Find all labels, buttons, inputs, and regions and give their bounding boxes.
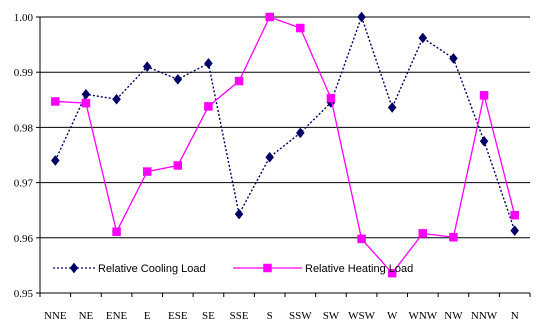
x-tick-label: SE: [202, 310, 215, 322]
data-point: [418, 32, 428, 44]
legend-swatch-marker: [69, 262, 79, 274]
y-tick-label: 0.97: [14, 178, 34, 190]
data-point: [296, 23, 305, 33]
data-point: [449, 232, 458, 242]
axes: [36, 16, 531, 297]
data-point: [204, 57, 213, 69]
x-tick-label: E: [144, 310, 151, 322]
data-point: [387, 268, 397, 278]
x-tick-label: W: [387, 310, 398, 322]
data-point: [173, 73, 183, 85]
x-tick-label: SSE: [230, 310, 249, 322]
x-tick-label: WNW: [408, 310, 437, 322]
data-point: [479, 91, 489, 100]
x-tick-label: NW: [444, 310, 463, 322]
data-point: [357, 11, 366, 23]
grid-lines: [40, 16, 530, 239]
legend-item: Relative Heating Load: [233, 263, 413, 275]
series-heating: [51, 12, 519, 278]
series-line: [54, 14, 516, 231]
data-point: [112, 93, 121, 105]
legend-item: Relative Cooling Load: [53, 262, 206, 275]
x-tick-label: NNE: [44, 310, 67, 322]
data-point: [326, 93, 336, 103]
data-point: [173, 161, 183, 170]
data-point: [357, 234, 366, 244]
data-point: [112, 227, 121, 236]
legend: Relative Cooling Load Relative Heating Lo…: [53, 262, 413, 275]
legend-label: Relative Heating Load: [305, 263, 413, 275]
data-point: [142, 167, 152, 176]
data-point: [81, 88, 91, 100]
x-tick-label: NE: [79, 310, 94, 322]
data-point: [265, 12, 274, 22]
x-tick-label: SW: [323, 310, 340, 322]
x-tick-label: N: [511, 310, 519, 322]
data-point: [265, 151, 275, 163]
data-point: [50, 155, 60, 166]
data-point: [449, 52, 458, 64]
y-tick-label: 0.95: [14, 288, 34, 300]
x-tick-label: SSW: [289, 310, 312, 322]
data-point: [295, 127, 305, 139]
y-tick-label: 1.00: [14, 12, 34, 24]
data-point: [510, 210, 519, 220]
x-tick-labels: NNE NE ENE E ESE SE SSE S SSW SW WSW W WNW NW NNW N: [44, 310, 519, 322]
data-series: [50, 11, 520, 278]
x-tick-label: WSW: [348, 310, 376, 322]
x-tick-label: ENE: [106, 310, 128, 322]
y-tick-label: 0.99: [14, 67, 34, 79]
legend-swatch-marker: [263, 263, 272, 273]
data-point: [142, 61, 152, 73]
x-tick-label: NNW: [471, 310, 498, 322]
series-cooling: [50, 11, 520, 237]
data-point: [234, 76, 244, 86]
data-point: [418, 229, 428, 238]
legend-label: Relative Cooling Load: [98, 263, 206, 275]
data-point: [204, 102, 213, 111]
series-line: [55, 16, 516, 275]
x-tick-label: ESE: [168, 310, 188, 322]
data-point: [234, 208, 244, 220]
data-point: [510, 225, 520, 237]
data-point: [51, 97, 60, 106]
y-tick-labels: 0.95 0.96 0.97 0.98 0.99 1.00: [14, 12, 34, 300]
data-point: [479, 135, 489, 147]
y-tick-label: 0.98: [14, 122, 34, 134]
data-point: [387, 102, 397, 113]
data-point: [81, 98, 91, 108]
x-tick-label: S: [267, 310, 273, 322]
y-tick-label: 0.96: [14, 233, 34, 245]
